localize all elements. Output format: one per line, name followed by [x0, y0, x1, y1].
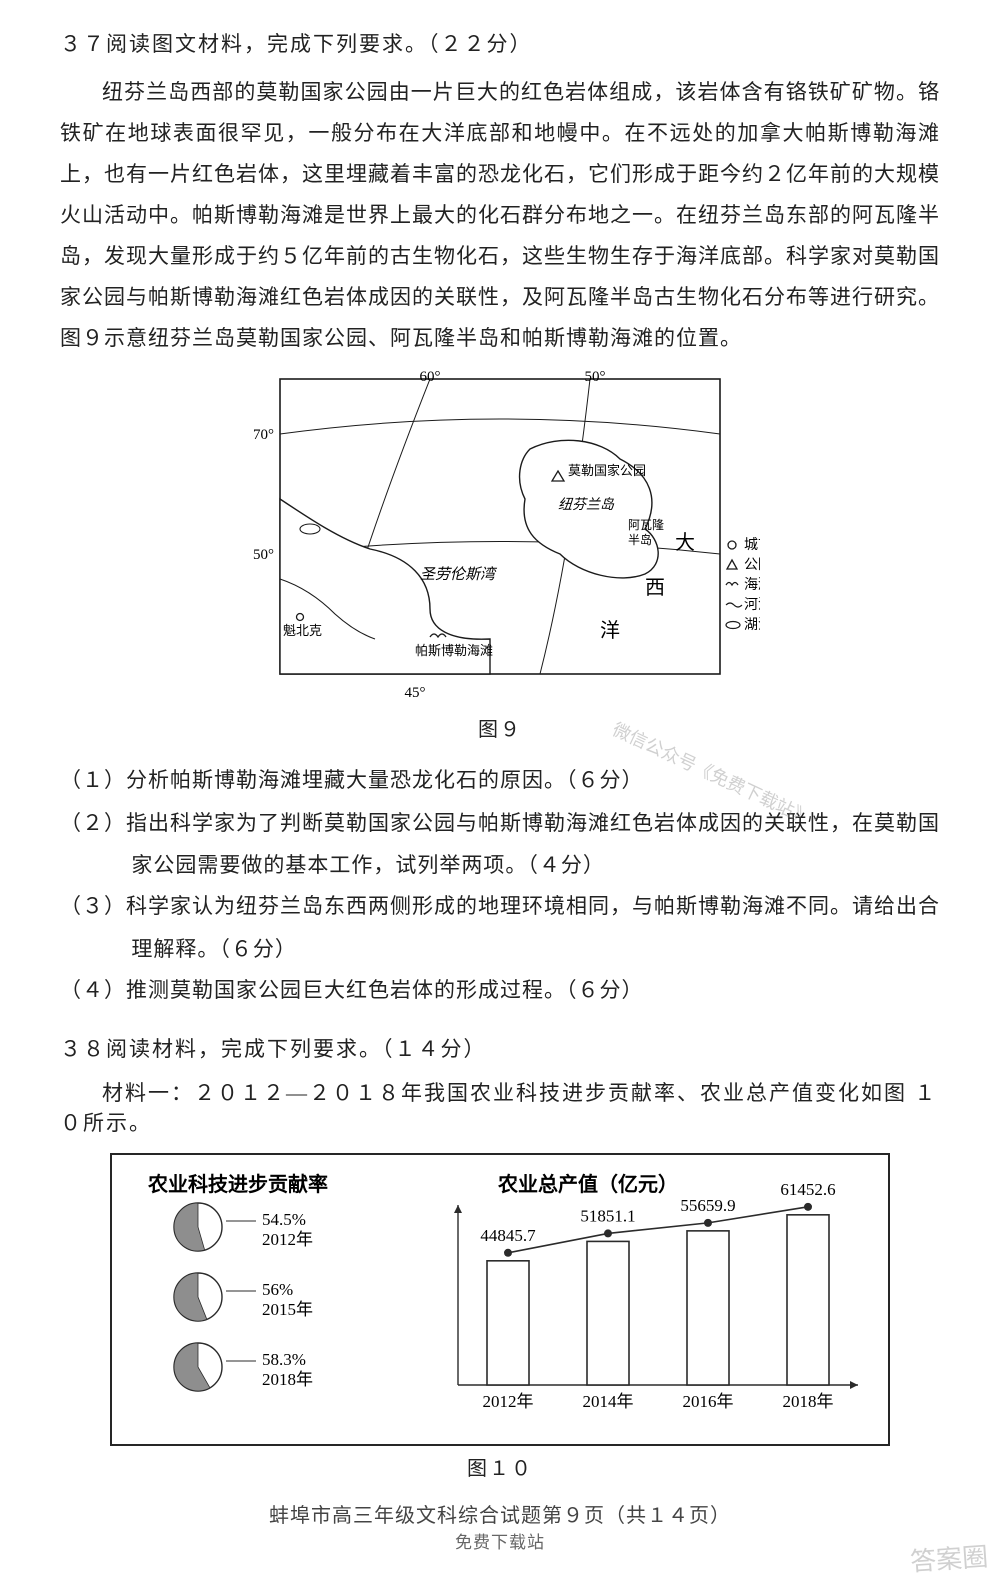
page-footer: 蚌埠市高三年级文科综合试题第９页（共１４页） 免费下载站 — [60, 1499, 940, 1554]
svg-text:河流: 河流 — [744, 597, 760, 613]
svg-text:阿瓦隆: 阿瓦隆 — [628, 517, 664, 532]
svg-text:70°: 70° — [253, 427, 274, 443]
svg-text:公园: 公园 — [744, 558, 760, 573]
svg-text:农业科技进步贡献率: 农业科技进步贡献率 — [147, 1172, 328, 1196]
footer-text: 蚌埠市高三年级文科综合试题第９页（共１４页） — [269, 1505, 731, 1527]
svg-text:54.5%: 54.5% — [262, 1210, 306, 1229]
svg-text:湖泊: 湖泊 — [744, 617, 760, 633]
svg-text:西: 西 — [645, 577, 665, 599]
chart-caption: 图１０ — [60, 1452, 940, 1481]
svg-text:50°: 50° — [585, 369, 606, 385]
footer-small: 免费下载站 — [455, 1533, 545, 1552]
svg-text:51851.1: 51851.1 — [580, 1207, 635, 1226]
svg-text:2015年: 2015年 — [262, 1300, 313, 1319]
q37-sub3-line1: （３）科学家认为纽芬兰岛东西两侧形成的地理环境相同，与帕斯博勒海滩不同。请给出合 — [60, 886, 940, 927]
svg-text:56%: 56% — [262, 1280, 293, 1299]
svg-text:农业总产值（亿元）: 农业总产值（亿元） — [497, 1172, 678, 1196]
exam-page: ３７阅读图文材料，完成下列要求。（２２分） 纽芬兰岛西部的莫勒国家公园由一片巨大… — [0, 0, 1000, 1584]
svg-text:魁北克: 魁北克 — [283, 623, 322, 638]
svg-text:44845.7: 44845.7 — [480, 1226, 536, 1245]
q37-sub1: （１）分析帕斯博勒海滩埋藏大量恐龙化石的原因。（６分） — [60, 760, 940, 801]
map-wrap: 60° 50° 70° 50° 45° 圣劳伦斯湾魁北克帕斯博勒海滩 莫勒国家公园纽芬兰岛阿… — [60, 369, 940, 709]
svg-text:半岛: 半岛 — [628, 532, 652, 547]
svg-text:2018年: 2018年 — [783, 1392, 834, 1411]
svg-text:莫勒国家公园: 莫勒国家公园 — [568, 463, 646, 478]
svg-text:帕斯博勒海滩: 帕斯博勒海滩 — [415, 643, 493, 658]
corner-watermark: 答案圈 — [909, 1537, 989, 1579]
svg-text:50°: 50° — [253, 547, 274, 563]
svg-text:60°: 60° — [420, 369, 441, 385]
svg-text:2014年: 2014年 — [583, 1392, 634, 1411]
svg-text:城市: 城市 — [744, 536, 760, 553]
svg-text:2012年: 2012年 — [262, 1230, 313, 1249]
svg-text:58.3%: 58.3% — [262, 1350, 306, 1369]
map-figure: 60° 50° 70° 50° 45° 圣劳伦斯湾魁北克帕斯博勒海滩 莫勒国家公园纽芬兰岛阿… — [240, 369, 760, 709]
chart-figure-box: 农业科技进步贡献率54.5%2012年56%2015年58.3%2018年农业总… — [110, 1153, 890, 1446]
svg-text:2018年: 2018年 — [262, 1370, 313, 1389]
q37-sub2-line2: 家公园需要做的基本工作，试列举两项。（４分） — [60, 845, 940, 886]
svg-text:2016年: 2016年 — [683, 1392, 734, 1411]
svg-text:纽芬兰岛: 纽芬兰岛 — [558, 497, 615, 513]
svg-text:洋: 洋 — [600, 619, 620, 642]
q37-passage: 纽芬兰岛西部的莫勒国家公园由一片巨大的红色岩体组成，该岩体含有铬铁矿矿物。铬铁矿… — [60, 72, 940, 359]
chart-figure: 农业科技进步贡献率54.5%2012年56%2015年58.3%2018年农业总… — [128, 1165, 876, 1425]
svg-text:大: 大 — [675, 531, 695, 554]
svg-text:圣劳伦斯湾: 圣劳伦斯湾 — [420, 566, 498, 583]
q37-sub4: （４）推测莫勒国家公园巨大红色岩体的形成过程。（６分） — [60, 970, 940, 1011]
svg-text:海滩: 海滩 — [744, 577, 760, 593]
q37-sub2-line1: （２）指出科学家为了判断莫勒国家公园与帕斯博勒海滩红色岩体成因的关联性，在莫勒国 — [60, 803, 940, 844]
q37-title: ３７阅读图文材料，完成下列要求。（２２分） — [60, 28, 940, 58]
svg-text:61452.6: 61452.6 — [780, 1180, 835, 1199]
q38-title: ３８阅读材料，完成下列要求。（１４分） — [60, 1033, 940, 1063]
q38-material: 材料一：２０１２—２０１８年我国农业科技进步贡献率、农业总产值变化如图 １０所示… — [60, 1077, 940, 1137]
q37-sub3-line2: 理解释。（６分） — [60, 929, 940, 970]
svg-text:45°: 45° — [405, 685, 426, 701]
svg-text:55659.9: 55659.9 — [680, 1196, 735, 1215]
svg-text:2012年: 2012年 — [483, 1392, 534, 1411]
map-caption: 图９ — [60, 713, 940, 742]
